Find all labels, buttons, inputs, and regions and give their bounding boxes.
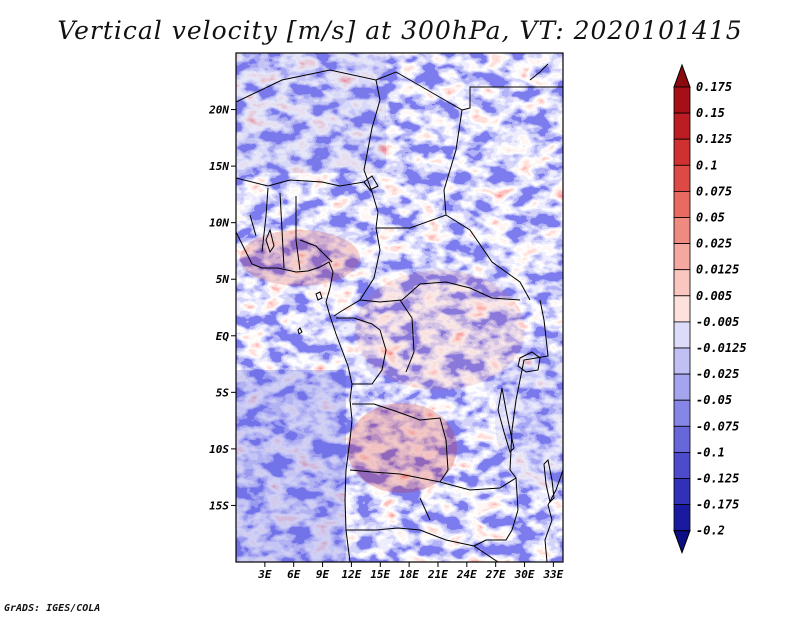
colorbar-top-arrow [673, 63, 691, 88]
central-africa-borders [333, 214, 531, 385]
lake-malawi [543, 458, 555, 503]
sahara-borders [236, 69, 563, 229]
map-title: Vertical velocity [m/s] at 300hPa, VT: 2… [57, 16, 743, 45]
colorbar-segment [673, 373, 691, 401]
colorbar-segment [673, 425, 691, 453]
lon-tick-label: 12E [341, 568, 361, 581]
east-descent [495, 350, 563, 490]
colorbar-segment [673, 269, 691, 297]
colorbar-label: -0.1 [696, 445, 725, 459]
colorbar-label: 0.075 [696, 184, 732, 198]
colorbar-segment [673, 138, 691, 166]
lon-tick-label: 21E [427, 568, 448, 581]
lake-chad [363, 175, 379, 191]
colorbar-segment [673, 399, 691, 427]
lon-tick-label: 27E [485, 568, 506, 581]
colorbar-segment [673, 321, 691, 349]
colorbar-segment [673, 112, 691, 140]
colorbar-label: -0.075 [696, 419, 739, 433]
velocity-field [236, 53, 563, 562]
lon-tick-label: 6E [287, 568, 301, 581]
lon-tick-label: 18E [399, 568, 419, 581]
colorbar-label: -0.0125 [696, 341, 747, 355]
colorbar-label: -0.125 [696, 472, 739, 486]
lat-tick-label: 10N [209, 217, 229, 230]
colorbar-label: -0.005 [696, 315, 739, 329]
colorbar-segment [673, 295, 691, 323]
figure: 20N 15N 10N 5N EQ 5S 10S 15S 3E 6E 9E 12E 15E 18E 21E… [208, 52, 747, 581]
colorbar-label: 0.175 [696, 80, 732, 94]
colorbar-label: -0.05 [696, 393, 732, 407]
lon-tick-label: 3E [257, 568, 272, 581]
boundaries [236, 63, 563, 562]
colorbar-label: -0.175 [696, 498, 739, 512]
sao-tome-island [297, 327, 303, 335]
lat-tick-label: 15N [209, 160, 229, 173]
lat-tick-label: 5S [216, 386, 230, 399]
colorbar-label: 0.125 [696, 132, 732, 146]
colorbar-segment [673, 86, 691, 114]
angola-ascent [347, 403, 457, 493]
colorbar-segment [673, 243, 691, 271]
bioko-island [315, 291, 323, 301]
colorbar-label: 0.15 [696, 106, 725, 120]
lat-tick-label: 5N [216, 273, 230, 286]
lon-tick-label: 24E [456, 568, 477, 581]
colorbar-label: 0.0125 [696, 263, 739, 277]
lon-tick-label: 30E [514, 568, 535, 581]
lat-tick-label: 15S [209, 499, 229, 512]
west-africa-borders [236, 177, 373, 271]
longitude-axis: 3E 6E 9E 12E 15E 18E 21E 24E 27E 30E 33E [257, 562, 564, 581]
colorbar-segment [673, 504, 691, 532]
lon-tick-label: 9E [316, 568, 330, 581]
red-sea-coast [529, 63, 549, 81]
sahara-descent-bias [236, 53, 386, 173]
southern-borders [346, 299, 549, 562]
lon-tick-label: 33E [542, 568, 563, 581]
ocean-descent-bias [236, 370, 346, 562]
lat-tick-label: 10S [209, 443, 229, 456]
latitude-axis: 20N 15N 10N 5N EQ 5S 10S 15S [208, 104, 236, 512]
colorbar-label: 0.1 [696, 158, 718, 172]
map-frame [235, 52, 564, 563]
coastline [236, 231, 353, 562]
colorbar-segment [673, 190, 691, 218]
lon-tick-label: 15E [370, 568, 390, 581]
colorbar-label: -0.2 [696, 524, 725, 538]
colorbar-label: 0.005 [696, 289, 732, 303]
colorbar-segment [673, 164, 691, 192]
colorbar-label: 0.05 [696, 211, 725, 225]
colorbar-segment [673, 451, 691, 479]
lake-volta [265, 228, 275, 254]
grads-credit: GrADS: IGES/COLA [4, 603, 101, 614]
colorbar-segment [673, 478, 691, 506]
colorbar: 0.175 0.15 0.125 0.1 0.075 0.05 0.025 0.0125 0.0… [673, 63, 747, 555]
lake-victoria [517, 351, 541, 373]
lat-tick-label: EQ [216, 330, 230, 343]
lake-tanganyika [497, 387, 515, 453]
gulf-ascent [240, 230, 360, 286]
colorbar-segment [673, 347, 691, 375]
colorbar-bottom-arrow [673, 530, 691, 555]
east-coastline [544, 469, 563, 562]
colorbar-segment [673, 217, 691, 245]
lat-tick-label: 20N [208, 104, 229, 117]
colorbar-label: 0.025 [696, 237, 732, 251]
colorbar-label: -0.025 [696, 367, 739, 381]
